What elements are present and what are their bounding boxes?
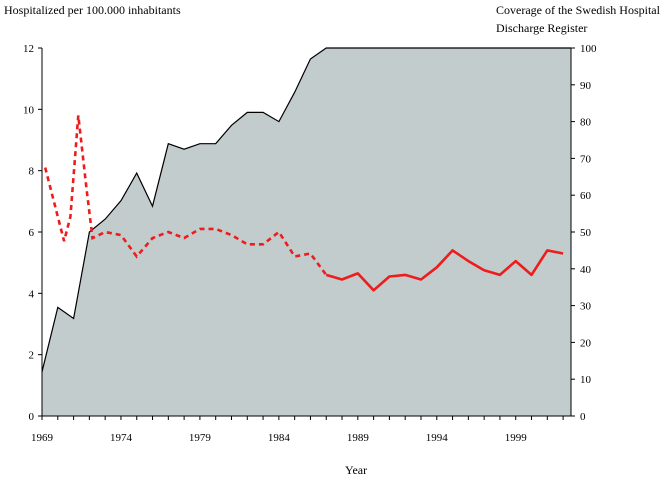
x-tick-label: 1969: [31, 432, 54, 444]
right-y-tick-label: 0: [580, 411, 586, 423]
right-y-tick-label: 70: [580, 153, 592, 165]
left-y-tick-label: 10: [23, 104, 35, 116]
right-y-tick-label: 50: [580, 227, 592, 239]
rate-line-solid: [325, 249, 564, 292]
coverage-area-layer: [41, 47, 571, 416]
x-axis-label: Year: [345, 463, 367, 477]
coverage-area: [42, 48, 571, 416]
right-y-tick-label: 100: [580, 43, 597, 55]
left-axis-label: Hospitalized per 100.000 inhabitants: [4, 3, 181, 17]
axes-layer: [38, 47, 575, 420]
x-tick-label: 1999: [505, 432, 528, 444]
left-y-tick-label: 12: [23, 43, 34, 55]
rate-line-dashed: [43, 115, 328, 276]
x-tick-label: 1994: [426, 432, 449, 444]
right-y-tick-label: 30: [580, 301, 592, 313]
x-tick-label: 1979: [189, 432, 212, 444]
right-y-tick-label: 90: [580, 80, 592, 92]
right-axis-label-line2: Discharge Register: [496, 21, 587, 35]
rate-line-layer: [43, 115, 564, 292]
coverage-line: [41, 47, 571, 372]
left-y-tick-label: 6: [29, 227, 35, 239]
right-axis-label-line1: Coverage of the Swedish Hospital: [496, 3, 661, 17]
x-tick-label: 1974: [110, 432, 133, 444]
right-y-tick-label: 80: [580, 117, 592, 129]
right-y-tick-label: 60: [580, 190, 592, 202]
left-y-tick-label: 4: [29, 288, 35, 300]
right-y-tick-label: 40: [580, 264, 592, 276]
right-y-tick-label: 20: [580, 337, 592, 349]
left-y-tick-label: 0: [29, 411, 35, 423]
right-y-tick-label: 10: [580, 374, 592, 386]
tick-label-layer: 0 2 4 6 8 10 12 0 10 20 30 40 50 60 70 80 90 100 1969 1974 1…: [23, 43, 597, 444]
x-tick-label: 1989: [347, 432, 370, 444]
left-y-tick-label: 2: [29, 350, 35, 362]
x-tick-label: 1984: [268, 432, 291, 444]
left-y-tick-label: 8: [29, 166, 35, 178]
